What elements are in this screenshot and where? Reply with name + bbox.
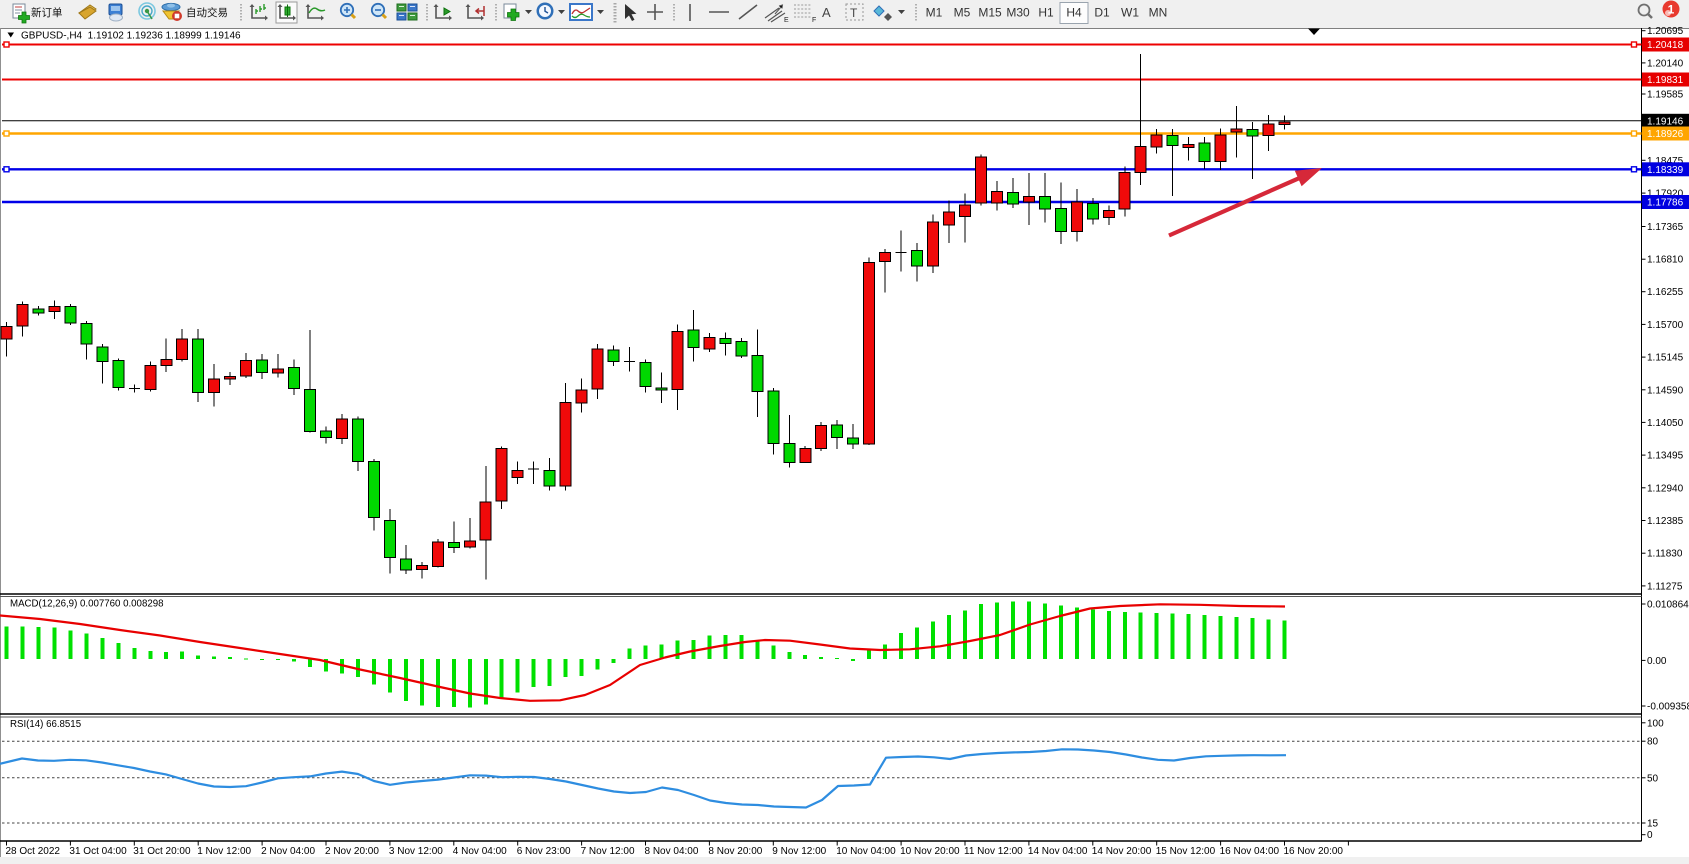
svg-text:M30: M30 bbox=[1006, 6, 1030, 20]
svg-text:15: 15 bbox=[1647, 819, 1659, 830]
svg-text:50: 50 bbox=[1647, 773, 1659, 784]
svg-text:RSI(14) 66.8515: RSI(14) 66.8515 bbox=[10, 719, 81, 730]
svg-text:1.19146: 1.19146 bbox=[1647, 116, 1684, 127]
svg-text:1.12385: 1.12385 bbox=[1647, 516, 1684, 527]
svg-text:M1: M1 bbox=[926, 6, 943, 20]
svg-text:1.17365: 1.17365 bbox=[1647, 222, 1684, 233]
svg-text:1 Nov 12:00: 1 Nov 12:00 bbox=[197, 846, 251, 857]
svg-text:E: E bbox=[784, 17, 789, 24]
svg-text:自动交易: 自动交易 bbox=[186, 6, 228, 19]
svg-text:9 Nov 12:00: 9 Nov 12:00 bbox=[772, 846, 826, 857]
svg-text:14 Nov 04:00: 14 Nov 04:00 bbox=[1028, 846, 1088, 857]
svg-text:1.14050: 1.14050 bbox=[1647, 418, 1684, 429]
svg-text:1.16255: 1.16255 bbox=[1647, 287, 1684, 298]
svg-text:4 Nov 04:00: 4 Nov 04:00 bbox=[453, 846, 507, 857]
svg-text:1.18339: 1.18339 bbox=[1647, 165, 1684, 176]
svg-text:6 Nov 23:00: 6 Nov 23:00 bbox=[517, 846, 571, 857]
svg-text:-0.009358: -0.009358 bbox=[1647, 702, 1689, 713]
svg-text:0: 0 bbox=[1647, 830, 1653, 841]
svg-text:1.15700: 1.15700 bbox=[1647, 320, 1684, 331]
svg-text:14 Nov 20:00: 14 Nov 20:00 bbox=[1092, 846, 1152, 857]
svg-text:16 Nov 20:00: 16 Nov 20:00 bbox=[1284, 846, 1344, 857]
svg-text:1.13495: 1.13495 bbox=[1647, 451, 1684, 462]
svg-text:16 Nov 04:00: 16 Nov 04:00 bbox=[1220, 846, 1280, 857]
svg-text:GBPUSD-,H4 1.19102 1.19236 1.: GBPUSD-,H4 1.19102 1.19236 1.18999 1.191… bbox=[21, 31, 241, 42]
svg-text:1.18926: 1.18926 bbox=[1647, 129, 1684, 140]
svg-text:新订单: 新订单 bbox=[31, 6, 63, 19]
svg-text:1.12940: 1.12940 bbox=[1647, 483, 1684, 494]
svg-text:11 Nov 12:00: 11 Nov 12:00 bbox=[964, 846, 1023, 857]
svg-text:D1: D1 bbox=[1094, 6, 1110, 20]
svg-text:31 Oct 04:00: 31 Oct 04:00 bbox=[69, 846, 127, 857]
svg-text:10 Nov 20:00: 10 Nov 20:00 bbox=[900, 846, 960, 857]
svg-text:8 Nov 20:00: 8 Nov 20:00 bbox=[708, 846, 762, 857]
svg-text:0.010864: 0.010864 bbox=[1647, 600, 1689, 611]
svg-text:M15: M15 bbox=[978, 6, 1002, 20]
svg-text:1.16810: 1.16810 bbox=[1647, 255, 1684, 266]
svg-text:8 Nov 04:00: 8 Nov 04:00 bbox=[645, 846, 699, 857]
svg-text:1.19585: 1.19585 bbox=[1647, 90, 1684, 101]
svg-text:15 Nov 12:00: 15 Nov 12:00 bbox=[1156, 846, 1216, 857]
svg-text:1.11830: 1.11830 bbox=[1647, 549, 1683, 560]
svg-text:100: 100 bbox=[1647, 718, 1664, 729]
svg-text:1.11275: 1.11275 bbox=[1647, 581, 1683, 592]
svg-text:28 Oct 2022: 28 Oct 2022 bbox=[6, 846, 61, 857]
svg-text:T: T bbox=[850, 6, 858, 20]
svg-text:H1: H1 bbox=[1038, 6, 1054, 20]
svg-text:1.18475: 1.18475 bbox=[1647, 156, 1684, 167]
svg-text:2 Nov 04:00: 2 Nov 04:00 bbox=[261, 846, 315, 857]
svg-text:3 Nov 12:00: 3 Nov 12:00 bbox=[389, 846, 443, 857]
svg-text:31 Oct 20:00: 31 Oct 20:00 bbox=[133, 846, 191, 857]
svg-text:F: F bbox=[812, 17, 816, 24]
svg-text:MACD(12,26,9) 0.007760 0.00829: MACD(12,26,9) 0.007760 0.008298 bbox=[10, 599, 164, 610]
svg-text:H4: H4 bbox=[1066, 6, 1082, 20]
svg-text:M5: M5 bbox=[954, 6, 971, 20]
svg-text:MN: MN bbox=[1149, 6, 1168, 20]
svg-text:1.15145: 1.15145 bbox=[1647, 353, 1684, 364]
svg-text:1.20695: 1.20695 bbox=[1647, 26, 1684, 37]
svg-text:1.20418: 1.20418 bbox=[1647, 40, 1684, 51]
svg-text:2 Nov 20:00: 2 Nov 20:00 bbox=[325, 846, 379, 857]
svg-text:10 Nov 04:00: 10 Nov 04:00 bbox=[836, 846, 896, 857]
svg-text:1: 1 bbox=[1668, 3, 1675, 17]
svg-text:A: A bbox=[822, 5, 831, 20]
svg-text:80: 80 bbox=[1647, 737, 1659, 748]
svg-text:1.19831: 1.19831 bbox=[1647, 75, 1684, 86]
svg-text:0.00: 0.00 bbox=[1647, 656, 1667, 667]
svg-text:1.17920: 1.17920 bbox=[1647, 189, 1684, 200]
svg-text:7 Nov 12:00: 7 Nov 12:00 bbox=[581, 846, 635, 857]
svg-text:1.17786: 1.17786 bbox=[1647, 198, 1684, 209]
svg-text:W1: W1 bbox=[1121, 6, 1139, 20]
svg-text:1.14590: 1.14590 bbox=[1647, 385, 1684, 396]
svg-text:1.20140: 1.20140 bbox=[1647, 58, 1684, 69]
